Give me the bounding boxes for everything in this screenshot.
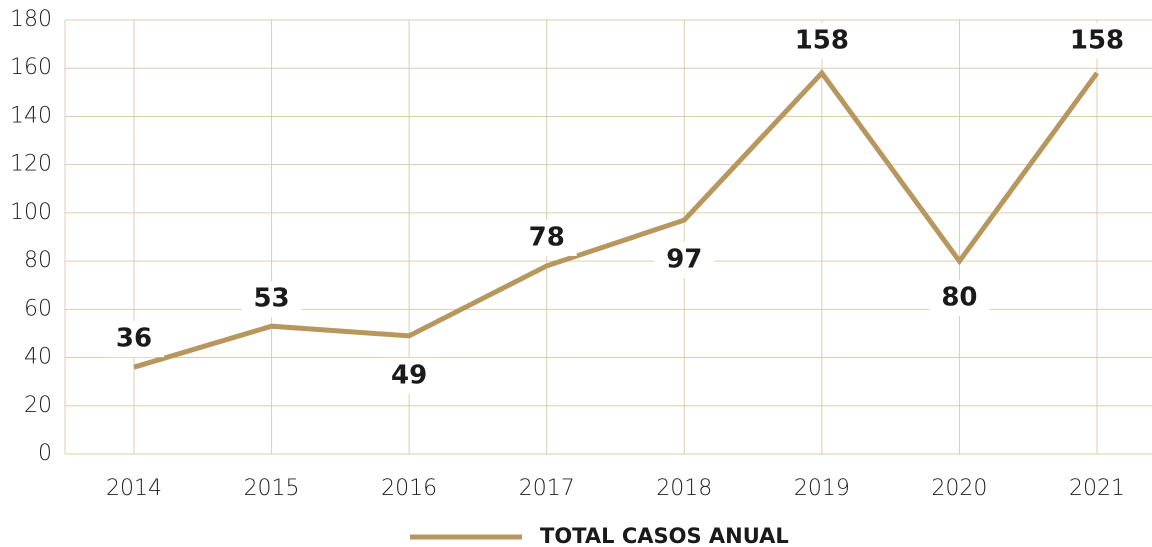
y-tick-label: 180 (10, 7, 52, 32)
x-tick-label: 2021 (1069, 476, 1125, 501)
y-tick-label: 140 (10, 103, 52, 128)
data-label: 78 (529, 222, 565, 252)
y-tick-label: 0 (38, 441, 52, 466)
label-bg (516, 219, 577, 256)
x-tick-label: 2020 (931, 476, 987, 501)
y-tick-label: 100 (10, 200, 52, 225)
y-tick-label: 40 (24, 345, 52, 370)
data-label: 49 (391, 360, 427, 390)
label-bg (241, 281, 302, 318)
data-label: 158 (795, 26, 849, 56)
x-tick-label: 2019 (794, 476, 850, 501)
y-tick-label: 160 (10, 55, 52, 80)
label-bg (929, 280, 990, 317)
x-tick-label: 2015 (244, 476, 300, 501)
label-bg (104, 321, 164, 358)
x-tick-label: 2016 (381, 476, 437, 501)
label-bg (654, 242, 715, 279)
data-label: 97 (666, 245, 702, 275)
label-bg (379, 357, 440, 394)
data-line (133, 69, 1100, 370)
label-bg (1067, 23, 1127, 60)
data-label: 53 (253, 284, 289, 314)
x-tick-label: 2018 (656, 476, 712, 501)
legend-label: TOTAL CASOS ANUAL (540, 524, 789, 547)
data-label: 158 (1070, 26, 1124, 56)
y-tick-label: 60 (24, 296, 52, 321)
y-tick-label: 20 (24, 393, 52, 418)
y-tick-label: 120 (10, 152, 52, 177)
x-tick-label: 2014 (106, 476, 162, 501)
y-tick-label: 80 (24, 248, 52, 273)
label-bg (791, 23, 852, 60)
data-label: 36 (116, 324, 152, 354)
data-label: 80 (941, 283, 977, 313)
x-tick-label: 2017 (519, 476, 575, 501)
